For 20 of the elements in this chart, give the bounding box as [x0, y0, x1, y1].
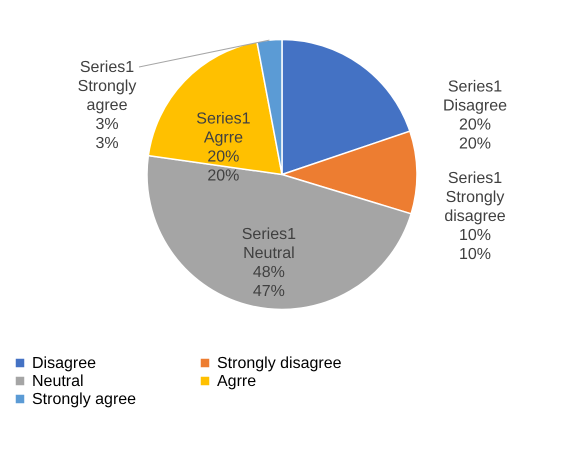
data-label: 3% 3% [95, 116, 119, 152]
legend-label: Neutral [32, 373, 84, 390]
legend-label: Agrre [217, 373, 256, 390]
slice-label: Strongly agree [78, 78, 136, 114]
slice-label: Series1 [196, 110, 251, 128]
text: Series1 [242, 226, 296, 243]
slice-label: Strongly disagree [444, 189, 506, 226]
data-label: 10% 10% [458, 227, 492, 264]
data-label: 20% 20% [458, 116, 492, 153]
legend-label: Disagree [32, 355, 96, 372]
slice-label: Agrre [204, 130, 244, 147]
slice-label: Disagree [442, 98, 508, 115]
legend-label: Strongly agree [32, 391, 136, 408]
slice-label: Neutral [243, 244, 295, 262]
text: Series1 [448, 78, 502, 96]
data-label: 48% 47% [252, 264, 285, 300]
legend-label: Strongly disagree [217, 355, 342, 372]
data-label: 20% 20% [207, 148, 240, 185]
text: Series1 [448, 170, 502, 188]
text: Series1 [80, 58, 134, 76]
